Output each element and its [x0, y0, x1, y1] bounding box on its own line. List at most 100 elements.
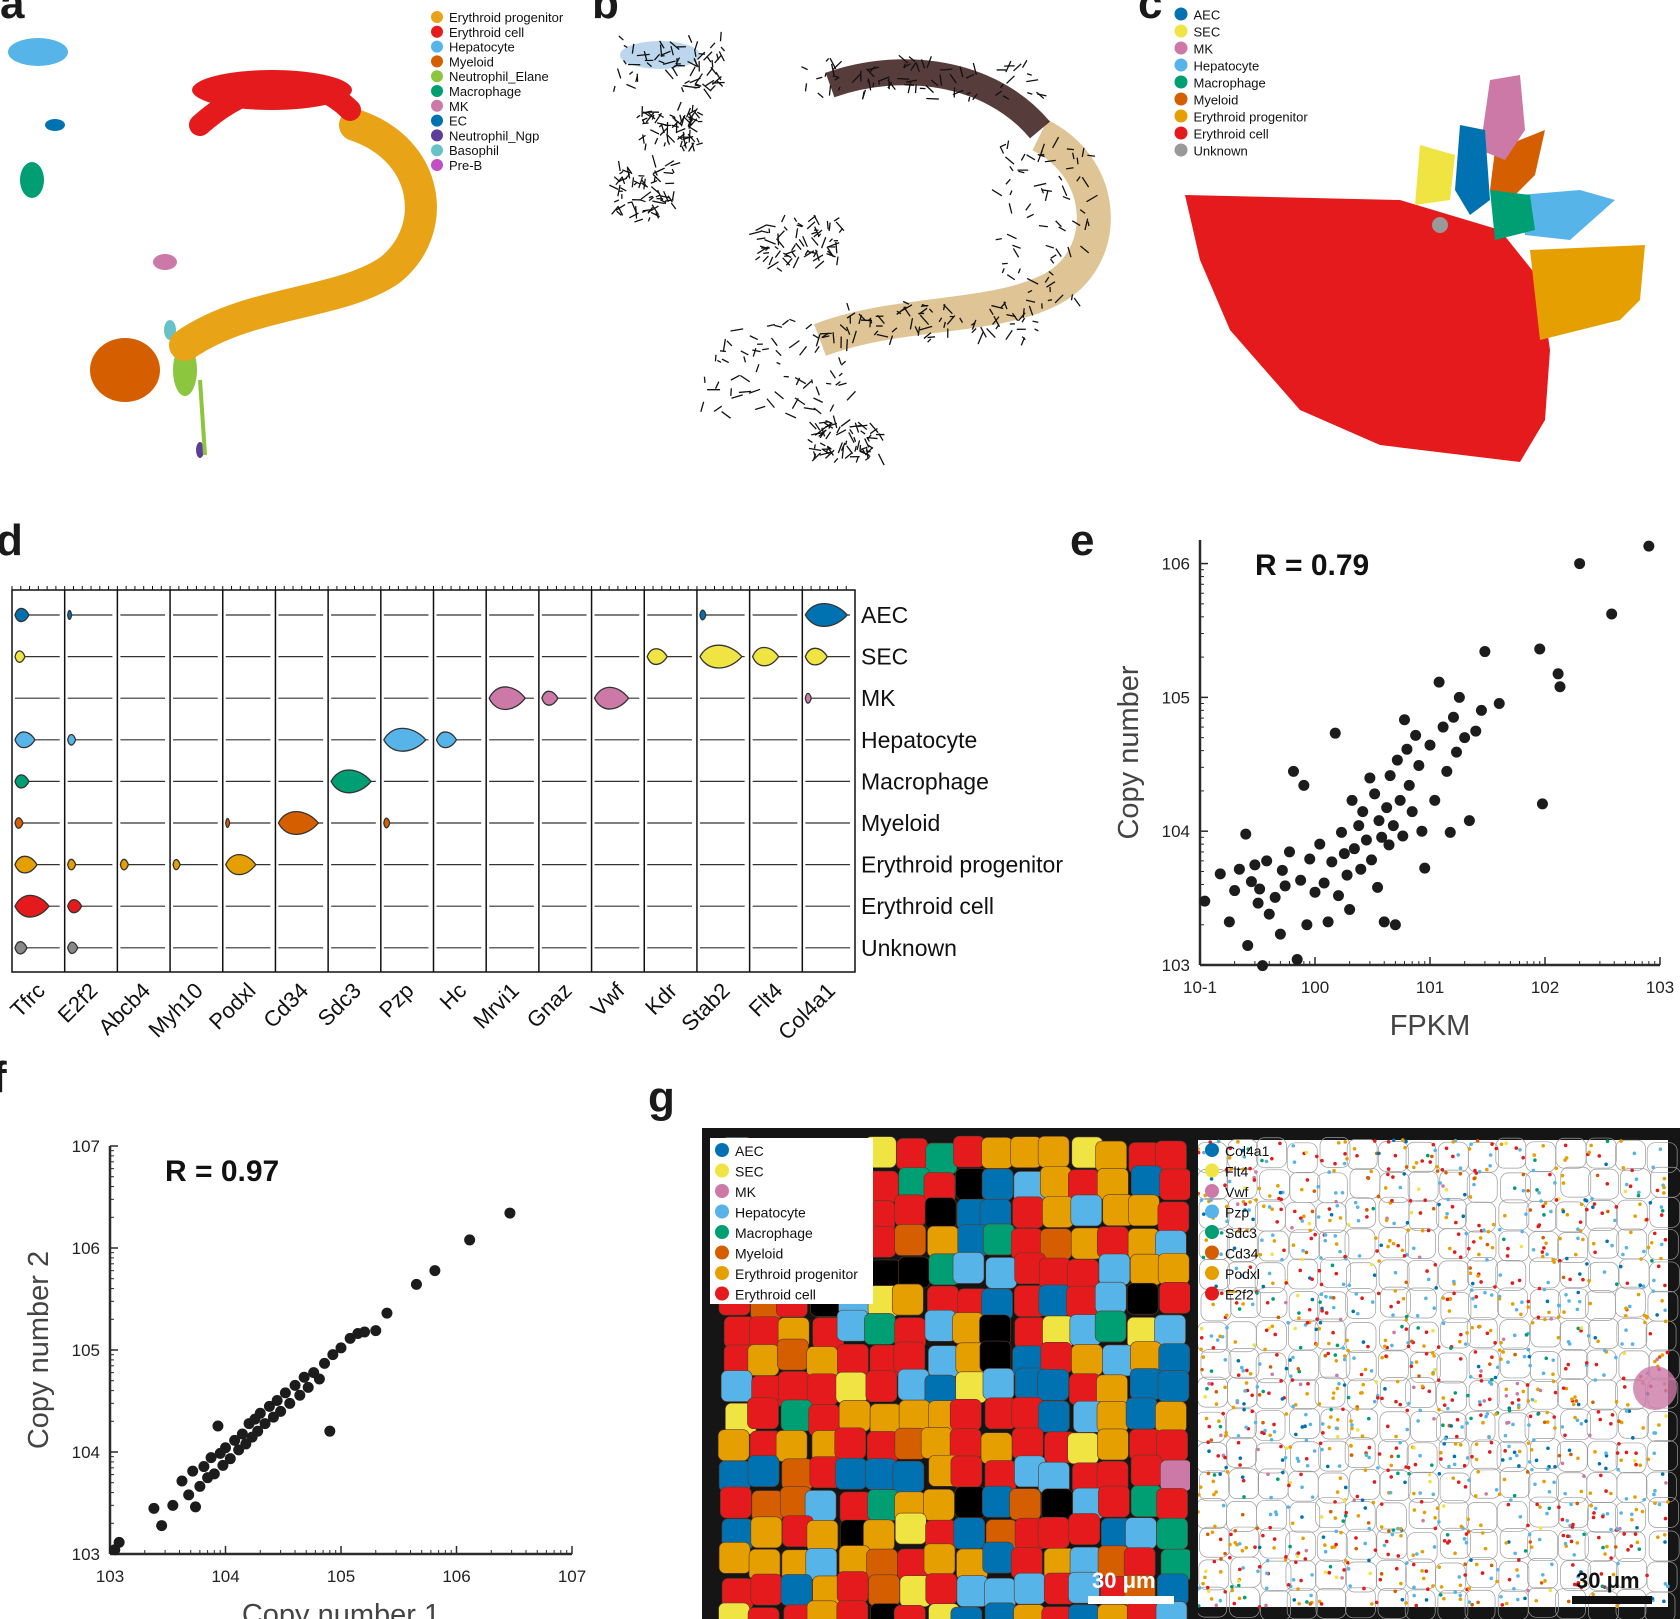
- transcript-spot: [1398, 1440, 1402, 1445]
- velocity-arrow: [835, 429, 847, 436]
- transcript-spot: [1566, 1362, 1571, 1367]
- transcript-spot: [1526, 1347, 1531, 1352]
- data-point: [1279, 880, 1291, 892]
- velocity-arrow: [696, 111, 704, 116]
- velocity-arrow: [794, 397, 806, 406]
- velocity-arrow: [846, 390, 856, 401]
- transcript-spot: [1327, 1170, 1331, 1174]
- transcript-spot: [1518, 1147, 1522, 1152]
- gene-label: Hc: [435, 978, 472, 1015]
- transcript-spot: [1219, 1433, 1223, 1438]
- velocity-arrow: [687, 34, 693, 43]
- transcript-spot: [1626, 1548, 1630, 1552]
- velocity-arrow: [839, 324, 848, 332]
- transcript-spot: [1499, 1142, 1504, 1147]
- transcript-spot: [1574, 1399, 1579, 1403]
- velocity-arrow: [654, 137, 659, 145]
- transcript-spot: [1241, 1566, 1245, 1570]
- transcript-spot: [1451, 1154, 1455, 1159]
- transcript-spot: [1261, 1420, 1265, 1425]
- transcript-spot: [1455, 1434, 1459, 1439]
- transcript-spot: [1408, 1198, 1413, 1203]
- transcript-spot: [1437, 1520, 1441, 1524]
- data-point: [1366, 854, 1378, 866]
- velocity-arrow: [766, 398, 775, 409]
- velocity-arrow: [1041, 189, 1052, 193]
- transcript-spot: [1625, 1281, 1630, 1286]
- transcript-spot: [1320, 1158, 1324, 1163]
- segmented-cell: [981, 1137, 1013, 1169]
- cell-outline: [1256, 1137, 1287, 1169]
- transcript-spot: [1573, 1415, 1577, 1420]
- transcript-spot: [1238, 1541, 1242, 1546]
- transcript-spot: [1252, 1343, 1256, 1347]
- transcript-spot: [1231, 1289, 1236, 1294]
- transcript-spot: [1634, 1507, 1639, 1512]
- velocity-arrow: [1021, 59, 1028, 68]
- velocity-arrow: [703, 88, 712, 100]
- segmented-cell: [1130, 1253, 1162, 1286]
- transcript-spot: [1248, 1265, 1253, 1269]
- transcript-spot: [1401, 1296, 1406, 1301]
- cell-outline: [1648, 1261, 1680, 1293]
- cell-outline: [1466, 1557, 1498, 1588]
- transcript-spot: [1615, 1604, 1619, 1608]
- cell-outline: [1405, 1377, 1437, 1408]
- transcript-spot: [1272, 1429, 1277, 1434]
- velocity-arrow: [920, 59, 926, 69]
- velocity-arrow: [756, 237, 766, 241]
- data-point: [1554, 681, 1566, 693]
- transcript-spot: [1476, 1364, 1481, 1369]
- transcript-spot: [1283, 1455, 1288, 1460]
- transcript-spot: [1275, 1353, 1279, 1357]
- transcript-spot: [1538, 1526, 1543, 1531]
- transcript-spot: [1624, 1245, 1629, 1250]
- velocity-arrow: [714, 354, 717, 362]
- velocity-arrow: [872, 82, 875, 88]
- transcript-spot: [1223, 1385, 1227, 1390]
- data-point: [370, 1325, 382, 1337]
- transcript-spot: [1507, 1408, 1512, 1413]
- transcript-spot: [1520, 1229, 1524, 1234]
- transcript-spot: [1499, 1595, 1503, 1599]
- cell-outline: [1289, 1408, 1320, 1439]
- velocity-arrow: [1022, 308, 1025, 318]
- transcript-spot: [1532, 1153, 1537, 1157]
- velocity-arrow: [904, 83, 914, 86]
- transcript-spot: [1367, 1558, 1371, 1563]
- velocity-arrow: [942, 304, 946, 311]
- cell-outline: [1375, 1559, 1407, 1591]
- transcript-spot: [1629, 1544, 1634, 1548]
- transcript-spot: [1335, 1203, 1340, 1208]
- cell-outline: [1319, 1348, 1351, 1380]
- velocity-arrow: [696, 137, 700, 143]
- transcript-spot: [1416, 1187, 1421, 1191]
- transcript-spot: [1243, 1186, 1247, 1190]
- velocity-arrow: [722, 338, 727, 352]
- transcript-spot: [1379, 1572, 1384, 1576]
- transcript-spot: [1367, 1445, 1372, 1450]
- transcript-spot: [1503, 1449, 1507, 1453]
- transcript-spot: [1561, 1209, 1566, 1214]
- transcript-spot: [1320, 1309, 1324, 1313]
- transcript-spot: [1458, 1166, 1463, 1170]
- transcript-spot: [1435, 1169, 1440, 1173]
- gene-label: Vwf: [586, 977, 630, 1021]
- transcript-spot: [1652, 1278, 1656, 1283]
- transcript-spot: [1597, 1461, 1602, 1466]
- transcript-spot: [1343, 1485, 1348, 1490]
- transcript-spot: [1517, 1558, 1521, 1562]
- transcript-spot: [1469, 1142, 1473, 1147]
- transcript-spot: [1431, 1328, 1435, 1333]
- transcript-spot: [1210, 1382, 1214, 1386]
- transcript-spot: [1473, 1168, 1477, 1173]
- transcript-spot: [1386, 1167, 1391, 1171]
- transcript-spot: [1345, 1338, 1349, 1343]
- transcript-spot: [1514, 1453, 1519, 1458]
- transcript-spot: [1404, 1318, 1409, 1322]
- velocity-arrow: [819, 451, 833, 456]
- transcript-spot: [1372, 1399, 1377, 1404]
- transcript-spot: [1268, 1194, 1272, 1198]
- transcript-spot: [1541, 1572, 1545, 1577]
- transcript-spot: [1425, 1153, 1430, 1158]
